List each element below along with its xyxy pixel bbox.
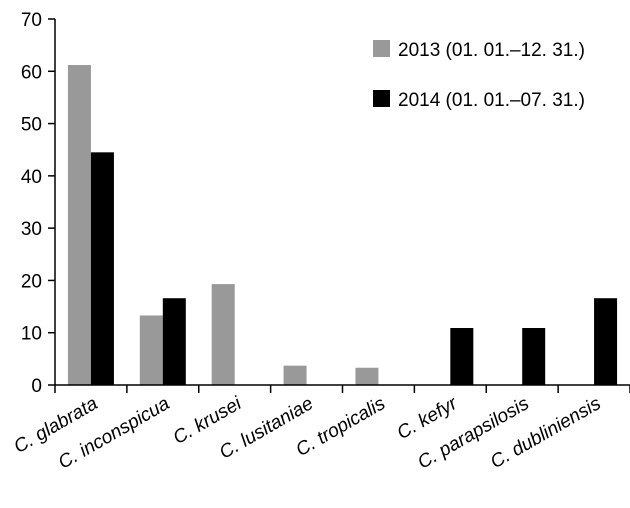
bar-series2: [162, 298, 186, 385]
bar-series1: [211, 284, 235, 385]
legend-swatch: [373, 90, 390, 107]
bars: [67, 65, 618, 386]
bar-series2: [522, 328, 546, 385]
y-tick-label: 10: [21, 324, 42, 345]
bar-series2: [450, 328, 474, 385]
legend-swatch: [373, 40, 390, 57]
y-axis: 0 10 20 30 40 50 60 70: [21, 10, 56, 397]
bar-series2: [90, 152, 114, 385]
y-tick-label: 40: [21, 167, 42, 188]
y-tick-label: 60: [21, 62, 42, 83]
legend-label: 2014 (01. 01.–07. 31.): [398, 90, 585, 111]
y-tick-label: 20: [21, 271, 42, 292]
bar-series2: [594, 298, 618, 385]
y-tick-label: 50: [21, 115, 42, 136]
bar-series1: [139, 315, 163, 385]
legend-label: 2013 (01. 01.–12. 31.): [398, 40, 585, 61]
bar-series1: [355, 367, 379, 385]
y-tick-label: 0: [31, 376, 42, 397]
bar-series1: [67, 65, 91, 386]
legend: 2013 (01. 01.–12. 31.) 2014 (01. 01.–07. …: [373, 40, 585, 111]
bar-series1: [283, 365, 307, 385]
y-tick-label: 30: [21, 219, 42, 240]
y-tick-label: 70: [21, 10, 42, 31]
